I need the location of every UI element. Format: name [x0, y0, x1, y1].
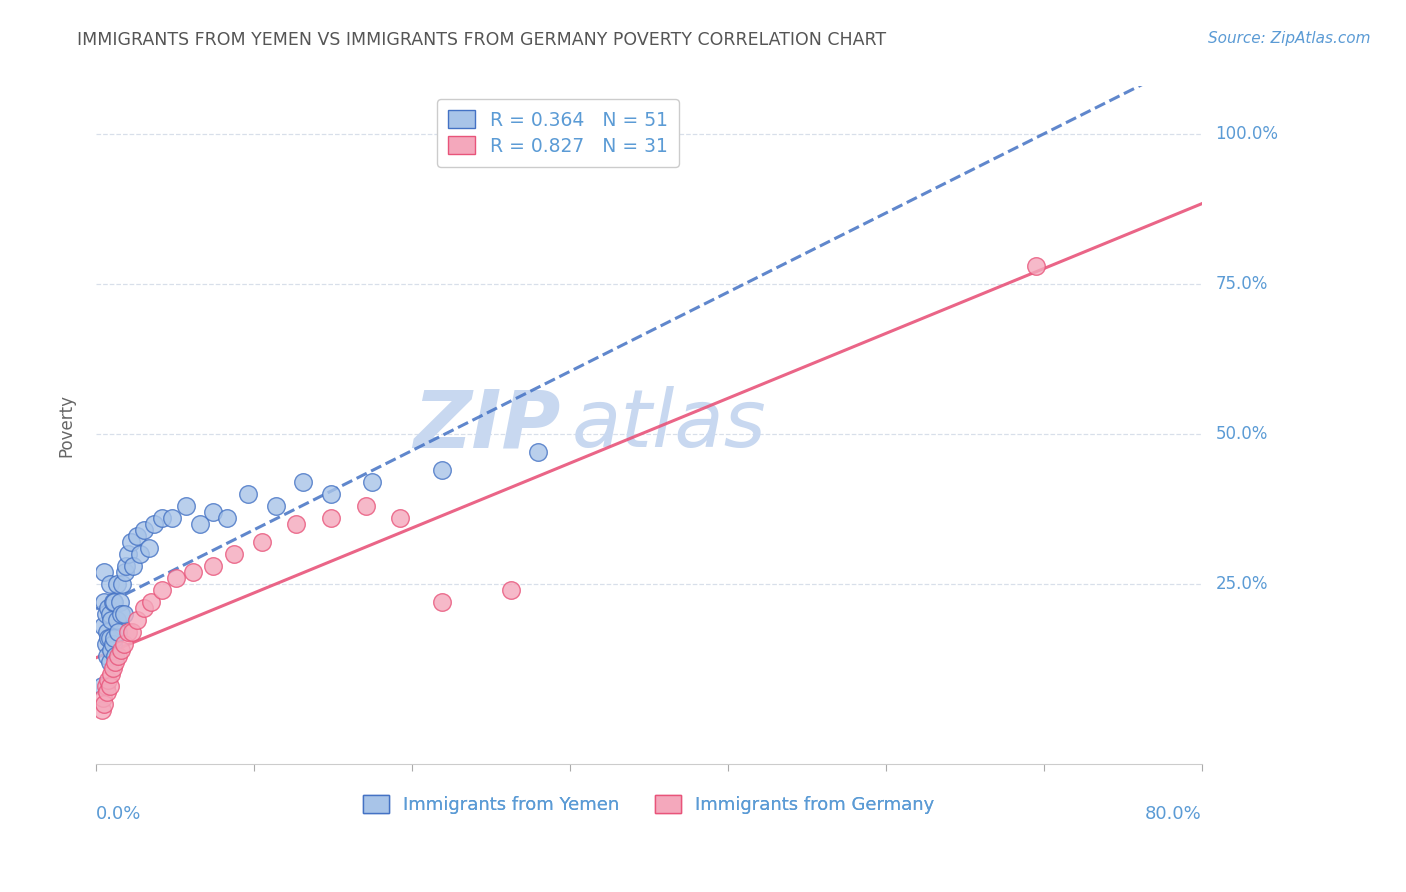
Point — [104, 649, 127, 664]
Point — [111, 577, 134, 591]
Point — [150, 511, 173, 525]
Text: 80.0%: 80.0% — [1144, 805, 1202, 823]
Point — [138, 541, 160, 556]
Point — [94, 679, 117, 693]
Point — [354, 500, 377, 514]
Text: atlas: atlas — [571, 386, 766, 465]
Point — [97, 601, 120, 615]
Point — [292, 475, 315, 490]
Text: 100.0%: 100.0% — [1216, 126, 1278, 144]
Point — [105, 613, 128, 627]
Text: IMMIGRANTS FROM YEMEN VS IMMIGRANTS FROM GERMANY POVERTY CORRELATION CHART: IMMIGRANTS FROM YEMEN VS IMMIGRANTS FROM… — [77, 31, 886, 49]
Point — [100, 667, 122, 681]
Text: 25.0%: 25.0% — [1216, 575, 1268, 593]
Point — [103, 595, 125, 609]
Point — [527, 445, 550, 459]
Point — [91, 691, 114, 706]
Point — [96, 625, 118, 640]
Point — [121, 625, 143, 640]
Point — [97, 673, 120, 688]
Point — [134, 524, 156, 538]
Point — [94, 637, 117, 651]
Point — [98, 655, 121, 669]
Point — [101, 595, 124, 609]
Point — [90, 679, 112, 693]
Point — [93, 566, 115, 580]
Point — [110, 607, 132, 622]
Point — [100, 613, 122, 627]
Text: ZIP: ZIP — [413, 386, 561, 465]
Point — [122, 559, 145, 574]
Text: 75.0%: 75.0% — [1216, 276, 1268, 293]
Point — [103, 632, 125, 646]
Point — [120, 535, 142, 549]
Point — [134, 601, 156, 615]
Y-axis label: Poverty: Poverty — [58, 393, 75, 457]
Point — [389, 511, 412, 525]
Point — [112, 607, 135, 622]
Point — [117, 625, 139, 640]
Point — [98, 607, 121, 622]
Point — [127, 613, 149, 627]
Point — [98, 679, 121, 693]
Point — [115, 559, 138, 574]
Text: Source: ZipAtlas.com: Source: ZipAtlas.com — [1208, 31, 1371, 46]
Point — [224, 547, 246, 561]
Point — [202, 505, 225, 519]
Point — [93, 698, 115, 712]
Point — [93, 595, 115, 609]
Point — [129, 547, 152, 561]
Point — [236, 487, 259, 501]
Point — [98, 632, 121, 646]
Point — [110, 643, 132, 657]
Point — [100, 643, 122, 657]
Point — [105, 577, 128, 591]
Point — [165, 571, 187, 585]
Point — [141, 595, 163, 609]
Point — [285, 517, 308, 532]
Point — [174, 500, 197, 514]
Point — [96, 649, 118, 664]
Point — [96, 685, 118, 699]
Point — [202, 559, 225, 574]
Point — [107, 625, 129, 640]
Point — [104, 655, 127, 669]
Point — [319, 487, 342, 501]
Point — [160, 511, 183, 525]
Point — [150, 583, 173, 598]
Point — [1025, 260, 1047, 274]
Point — [430, 463, 453, 477]
Point — [127, 529, 149, 543]
Point — [250, 535, 273, 549]
Point — [361, 475, 384, 490]
Point — [108, 595, 131, 609]
Point — [217, 511, 239, 525]
Text: 50.0%: 50.0% — [1216, 425, 1268, 443]
Point — [188, 517, 211, 532]
Point — [499, 583, 522, 598]
Point — [112, 637, 135, 651]
Text: 0.0%: 0.0% — [96, 805, 142, 823]
Point — [430, 595, 453, 609]
Point — [264, 500, 287, 514]
Point — [90, 703, 112, 717]
Point — [94, 607, 117, 622]
Point — [181, 566, 204, 580]
Point — [98, 577, 121, 591]
Point — [91, 619, 114, 633]
Point — [101, 661, 124, 675]
Legend: Immigrants from Yemen, Immigrants from Germany: Immigrants from Yemen, Immigrants from G… — [354, 786, 943, 823]
Point — [319, 511, 342, 525]
Point — [117, 547, 139, 561]
Point — [107, 649, 129, 664]
Point — [143, 517, 166, 532]
Point — [114, 566, 136, 580]
Point — [101, 637, 124, 651]
Point — [97, 632, 120, 646]
